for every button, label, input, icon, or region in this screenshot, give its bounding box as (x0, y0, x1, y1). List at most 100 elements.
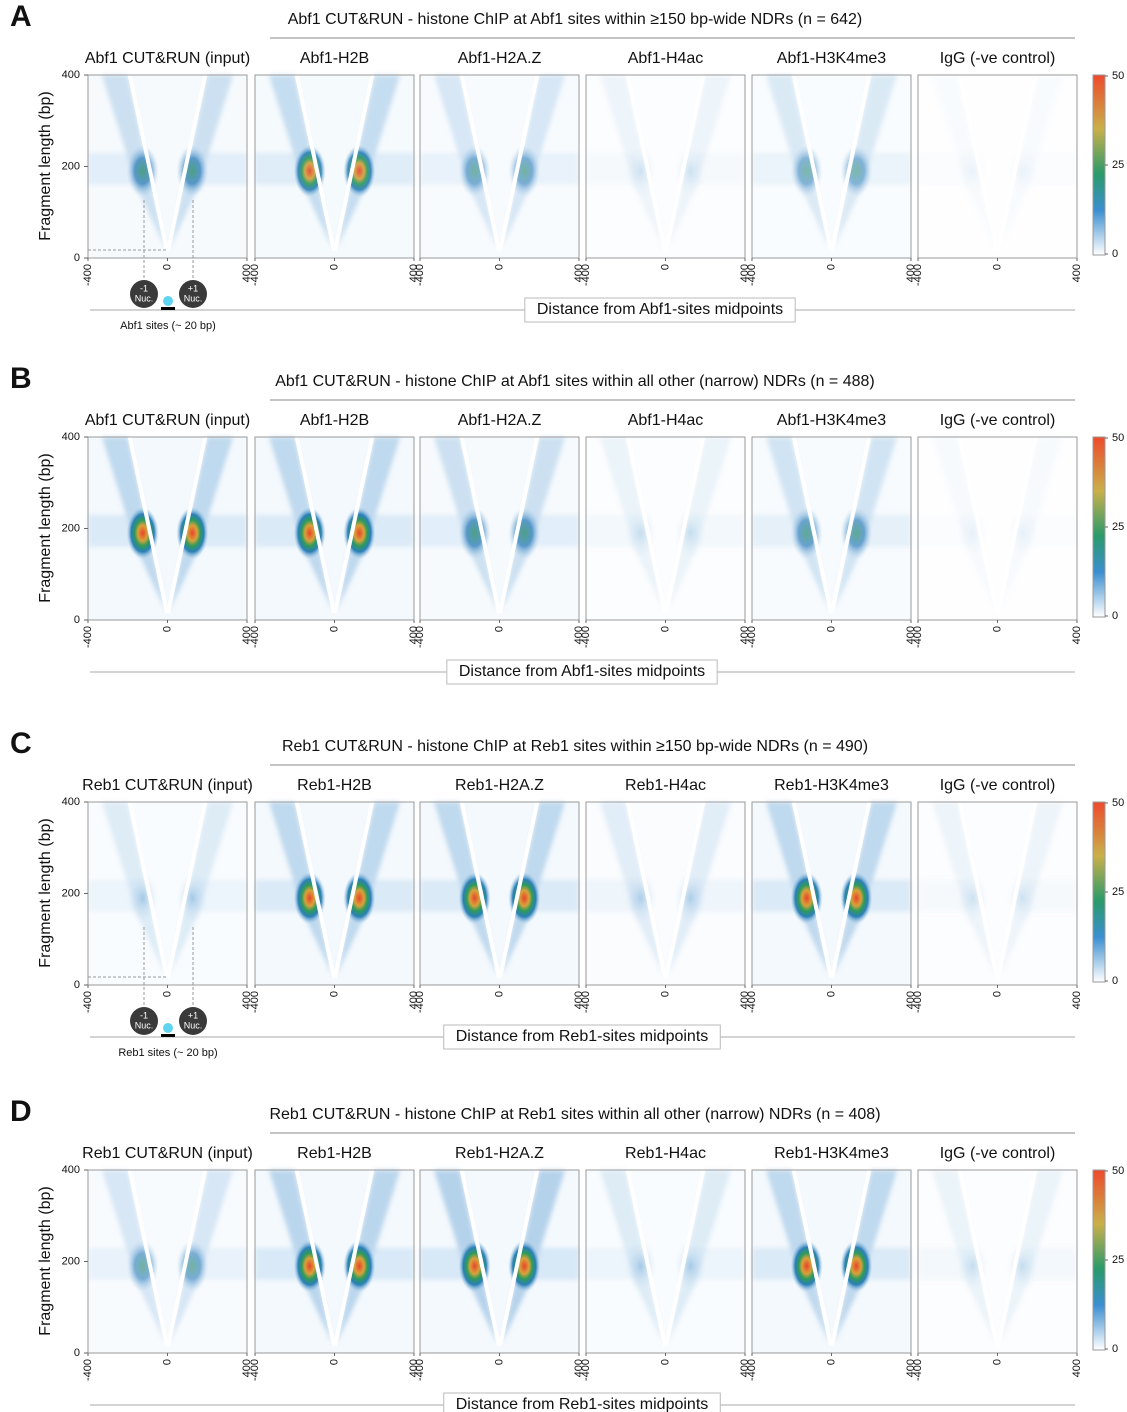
y-axis-label: Fragment length (bp) (37, 91, 54, 240)
nucleosome-label: Nuc. (135, 1020, 154, 1030)
stripe (497, 436, 540, 614)
stripe (294, 74, 337, 252)
heatmap (585, 74, 746, 259)
nucleosome (179, 1007, 207, 1035)
x-tick-label: 400 (905, 991, 917, 1009)
x-tick-label: 400 (241, 991, 253, 1009)
y-tick-label: 200 (62, 1255, 80, 1267)
heatmap-title: Abf1-H2A.Z (458, 50, 542, 67)
nucleosome-blob (790, 145, 823, 198)
x-tick-label: -400 (912, 1359, 924, 1381)
x-tick-label: -400 (82, 264, 94, 286)
stripe (663, 801, 706, 979)
heatmap (751, 801, 912, 986)
x-tick-label: 0 (659, 1359, 671, 1365)
y-tick-label: 200 (62, 160, 80, 172)
x-tick-label: -400 (414, 1359, 426, 1381)
x-tick-label: 0 (328, 1359, 340, 1365)
nucleosome-blob (293, 872, 326, 925)
x-tick-label: 0 (991, 991, 1003, 997)
x-tick-label: 0 (328, 264, 340, 270)
colorbar-tick-label: 0 (1112, 1343, 1118, 1355)
x-tick-label: 400 (241, 264, 253, 282)
x-tick-label: -400 (912, 626, 924, 648)
y-axis-label: Fragment length (bp) (37, 453, 54, 602)
nucleosome-blob (790, 507, 823, 560)
x-tick-label: 400 (905, 1359, 917, 1377)
stripe (294, 801, 337, 979)
x-tick-label: 400 (739, 626, 751, 644)
stripe (497, 801, 540, 979)
heatmap (751, 1169, 912, 1354)
x-tick-label: -400 (912, 991, 924, 1013)
heatmap (751, 74, 912, 259)
nucleosome (179, 280, 207, 308)
nucleosome-blob (176, 1240, 209, 1293)
nucleosome-blob (508, 507, 541, 560)
nucleosome-blob (674, 507, 707, 560)
nucleosome-blob (840, 145, 873, 198)
heatmap (254, 74, 415, 259)
nucleosome-blob (458, 872, 491, 925)
x-tick-label: 0 (161, 264, 173, 270)
x-tick-label: 0 (991, 626, 1003, 632)
panel-title: Reb1 CUT&RUN - histone ChIP at Reb1 site… (269, 1106, 880, 1123)
x-tick-label: 0 (659, 264, 671, 270)
stripe (625, 74, 668, 252)
stripe (995, 74, 1038, 252)
nucleosome-label: Nuc. (184, 293, 203, 303)
x-axis-label: Distance from Abf1-sites midpoints (459, 663, 705, 680)
x-tick-label: 400 (739, 264, 751, 282)
stripe (995, 801, 1038, 979)
x-tick-label: 0 (161, 1359, 173, 1365)
x-tick-label: -400 (746, 264, 758, 286)
x-tick-label: 400 (739, 991, 751, 1009)
nucleosome-blob (293, 507, 326, 560)
x-tick-label: 0 (659, 991, 671, 997)
nucleosome-blob (1006, 1240, 1039, 1293)
x-axis-label: Distance from Reb1-sites midpoints (456, 1028, 709, 1045)
nucleosome-blob (508, 872, 541, 925)
site-label: Reb1 sites (~ 20 bp) (118, 1047, 217, 1059)
nucleosome-label: Nuc. (135, 293, 154, 303)
x-tick-label: 400 (408, 264, 420, 282)
nucleosome-blob (126, 872, 159, 925)
stripe (791, 801, 834, 979)
heatmap-title: Reb1 CUT&RUN (input) (82, 777, 253, 794)
stripe (625, 1169, 668, 1347)
nucleosome-blob (790, 872, 823, 925)
colorbar-tick-label: 0 (1112, 610, 1118, 622)
nucleosome-blob (458, 1240, 491, 1293)
nucleosome-label: Nuc. (184, 1020, 203, 1030)
colorbar-tick-label: 0 (1112, 248, 1118, 260)
x-label-box (446, 659, 718, 685)
colorbar-tick-label: 25 (1112, 159, 1124, 171)
heatmap-title: Reb1-H2A.Z (455, 1145, 544, 1162)
stripe (294, 1169, 337, 1347)
x-tick-label: 0 (493, 991, 505, 997)
nucleosome-blob (508, 1240, 541, 1293)
colorbar-tick-label: 50 (1112, 432, 1124, 444)
heatmap (917, 74, 1078, 259)
x-label-box (443, 1392, 721, 1412)
stripe (995, 1169, 1038, 1347)
panel-letter: B (10, 362, 32, 395)
stripe (127, 74, 170, 252)
heatmap-title: Reb1-H4ac (625, 1145, 706, 1162)
stripe (829, 1169, 872, 1347)
nucleosome-blob (674, 1240, 707, 1293)
x-tick-label: 400 (241, 1359, 253, 1377)
nucleosome-blob (508, 145, 541, 198)
nucleosome-label: +1 (188, 283, 198, 293)
colorbar (1092, 436, 1106, 618)
heatmap-title: Abf1-H2B (300, 50, 369, 67)
heatmap-title: IgG (-ve control) (940, 777, 1056, 794)
heatmap (254, 1169, 415, 1354)
x-tick-label: 400 (905, 264, 917, 282)
stripe (625, 436, 668, 614)
nucleosome-blob (126, 145, 159, 198)
x-tick-label: -400 (414, 991, 426, 1013)
x-tick-label: 400 (1071, 991, 1083, 1009)
nucleosome-blob (840, 1240, 873, 1293)
heatmap (419, 801, 580, 986)
